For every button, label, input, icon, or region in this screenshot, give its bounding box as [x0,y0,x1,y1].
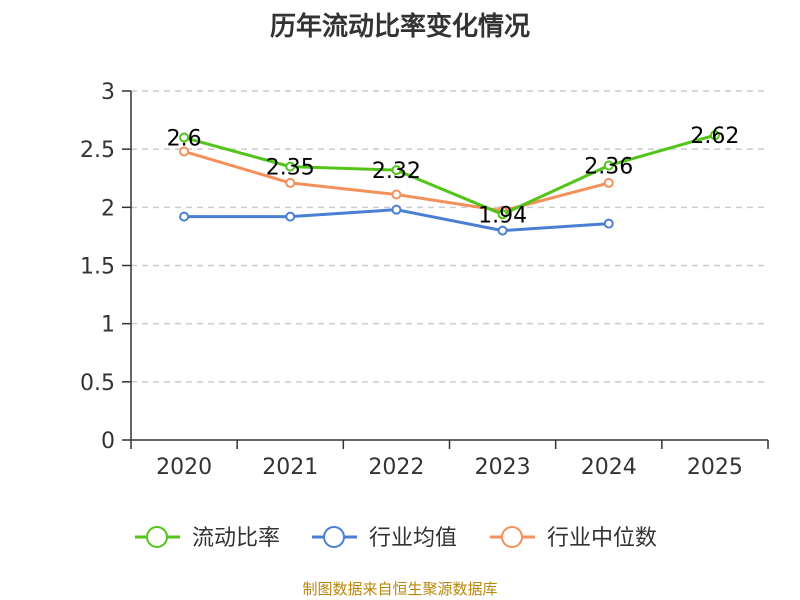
x-tick-label-2021: 2021 [262,455,318,480]
legend-item-2: 行业中位数 [490,526,657,551]
data-point-s2-2024 [603,177,614,188]
legend-label-0: 流动比率 [192,526,280,551]
x-tick-label-2025: 2025 [687,455,743,480]
y-tick-label-2: 1 [101,313,115,338]
x-tick-label-2024: 2024 [581,455,637,480]
data-label-2022: 2.32 [372,159,421,184]
legend-label-2: 行业中位数 [547,526,657,551]
legend-item-0: 流动比率 [135,526,280,551]
data-label-2021: 2.35 [266,156,315,181]
data-point-s0-2024 [603,160,614,171]
y-tick-label-3: 1.5 [80,255,115,280]
data-point-s0-2021 [285,161,296,172]
data-point-s2-2020 [179,146,190,157]
series-line-0 [183,133,716,216]
data-point-s0-2020 [179,132,190,143]
data-label-2024: 2.36 [584,154,633,179]
data-label-2020: 2.6 [167,127,202,152]
data-point-s0-2022 [391,165,402,176]
data-point-s0-2025 [709,130,720,141]
data-point-s1-2023 [497,225,508,236]
chart-title: 历年流动比率变化情况 [269,12,530,42]
legend-marker-2 [501,526,523,548]
legend-label-1: 行业均值 [369,526,457,551]
data-point-s2-2021 [285,177,296,188]
data-label-2025: 2.62 [690,124,739,149]
source-note: 制图数据来自恒生聚源数据库 [302,580,498,598]
legend-marker-0 [146,526,168,548]
y-tick-label-0: 0 [101,429,115,454]
data-point-s0-2023 [497,209,508,220]
x-tick-label-2023: 2023 [475,455,531,480]
data-point-s1-2022 [391,204,402,215]
legend-marker-1 [323,526,345,548]
legend-item-1: 行业均值 [312,526,457,551]
data-label-2023: 1.94 [478,203,527,228]
data-point-s1-2020 [179,211,190,222]
data-point-s2-2022 [391,189,402,200]
x-tick-label-2022: 2022 [368,455,424,480]
y-tick-label-6: 3 [101,80,115,105]
x-tick-label-2020: 2020 [156,455,212,480]
data-point-s1-2024 [603,218,614,229]
y-tick-label-1: 0.5 [80,371,115,396]
y-tick-label-4: 2 [101,196,115,221]
y-tick-label-5: 2.5 [80,138,115,163]
data-point-s1-2021 [285,211,296,222]
